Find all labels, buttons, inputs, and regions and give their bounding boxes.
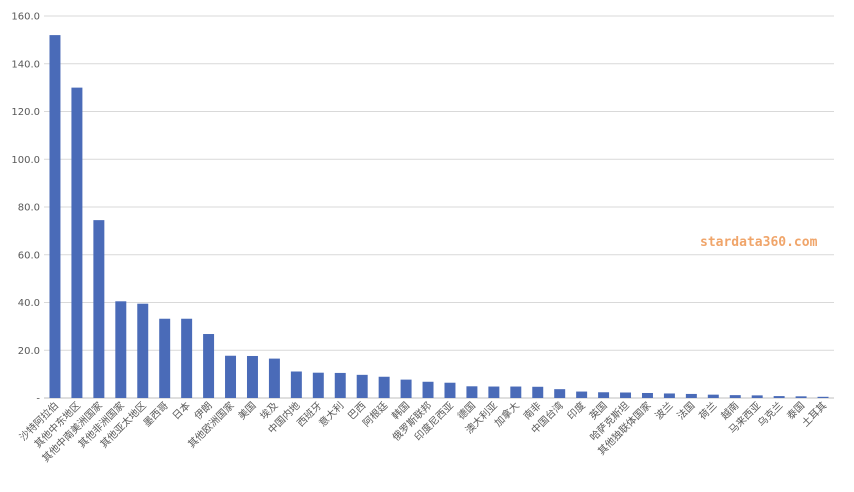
x-category-label: 加拿大 <box>492 399 522 429</box>
x-category-label: 墨西哥 <box>141 400 171 430</box>
bar <box>795 396 807 398</box>
bar <box>356 374 368 398</box>
bar <box>115 301 127 398</box>
bar <box>444 382 456 398</box>
bar <box>598 392 610 398</box>
bar <box>93 220 105 398</box>
bar <box>225 355 237 398</box>
bar <box>620 392 632 398</box>
bar <box>159 318 171 398</box>
bar <box>203 334 215 398</box>
bar <box>685 393 697 398</box>
bar <box>532 386 544 398</box>
y-tick-label: 120.0 <box>11 107 40 118</box>
bar <box>817 396 829 398</box>
bar <box>422 381 434 398</box>
bar <box>246 355 258 398</box>
y-tick-label: 40.0 <box>18 298 40 309</box>
x-category-label: 法国 <box>674 399 697 422</box>
x-category-label: 阿根廷 <box>360 399 390 429</box>
y-tick-label: 160.0 <box>11 12 40 23</box>
bar <box>71 87 83 398</box>
bar <box>334 372 346 398</box>
bar <box>488 386 500 398</box>
x-category-label: 印度 <box>564 399 587 422</box>
y-axis-ticks: - 20.0 40.0 60.0 80.0 100.0 120.0 140.0 160.0 <box>11 12 40 405</box>
x-category-label: 日本 <box>169 399 192 422</box>
bar <box>290 371 302 398</box>
x-category-label: 乌克兰 <box>755 399 785 429</box>
bar <box>641 392 653 398</box>
x-category-label: 土耳其 <box>799 399 829 429</box>
y-tick-label: 140.0 <box>11 59 40 70</box>
x-category-label: 荷兰 <box>696 399 719 422</box>
bar <box>268 358 280 398</box>
y-tick-label: - <box>36 394 40 405</box>
bar <box>510 386 522 398</box>
y-tick-label: 60.0 <box>18 250 40 261</box>
bar <box>378 376 390 398</box>
x-category-label: 美国 <box>235 399 258 422</box>
bar <box>400 379 412 398</box>
watermark: stardata360.com <box>700 235 818 250</box>
bar <box>663 393 675 398</box>
bar <box>466 386 478 398</box>
y-tick-label: 100.0 <box>11 155 40 166</box>
bar <box>137 303 149 398</box>
bars <box>49 35 829 398</box>
x-category-label: 意大利 <box>316 399 346 429</box>
bar <box>773 396 785 398</box>
bar <box>707 394 719 398</box>
bar <box>576 391 588 398</box>
x-category-label: 波兰 <box>652 399 675 422</box>
bar <box>729 395 741 398</box>
y-tick-label: 80.0 <box>18 203 40 214</box>
y-tick-label: 20.0 <box>18 346 40 357</box>
bar <box>49 35 61 398</box>
gridlines <box>44 15 834 399</box>
bar <box>554 389 566 398</box>
bar <box>312 372 324 398</box>
bar <box>751 395 763 398</box>
bar <box>181 318 193 398</box>
